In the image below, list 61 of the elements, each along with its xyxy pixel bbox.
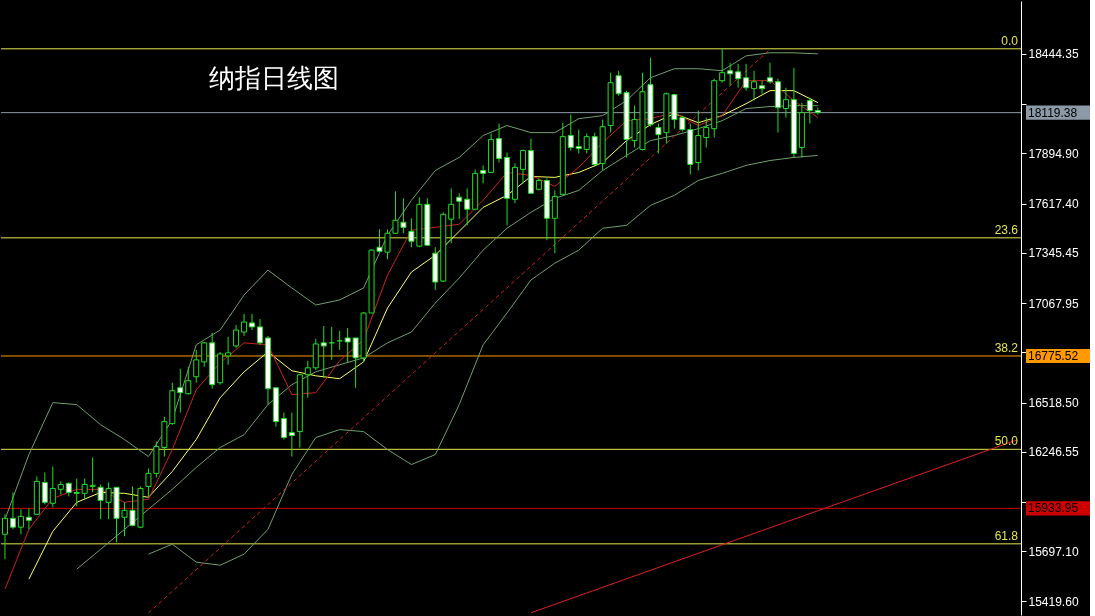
ref-line-label: 16775.52	[1028, 348, 1079, 363]
candlestick	[25, 507, 32, 530]
annotation: 61.8	[994, 528, 1019, 543]
candlestick	[719, 47, 726, 84]
candlestick	[519, 148, 526, 184]
candlestick	[448, 187, 455, 244]
candlestick	[17, 508, 24, 535]
candlestick	[575, 129, 582, 154]
y-tick-label: 15697.10	[1028, 544, 1079, 559]
y-tick-label: 17067.95	[1028, 296, 1079, 311]
candlestick	[312, 338, 319, 371]
candlestick	[759, 80, 766, 95]
candlestick	[193, 349, 200, 384]
annotation: 23.6	[994, 222, 1019, 237]
y-tick-label: 17345.45	[1028, 246, 1079, 261]
candlestick	[233, 324, 240, 349]
annotation: 50.0	[994, 434, 1019, 449]
y-tick-label: 16246.55	[1028, 445, 1079, 460]
candlestick	[703, 117, 710, 148]
candlestick	[249, 313, 256, 331]
candlestick	[806, 97, 813, 125]
candlestick	[280, 412, 287, 441]
text: 纳指日线图	[209, 63, 339, 93]
candlestick	[464, 187, 471, 226]
candlestick	[49, 466, 56, 508]
candlestick	[328, 326, 335, 361]
candlestick	[9, 491, 16, 530]
candlestick	[456, 192, 463, 220]
line-series	[147, 154, 819, 566]
candlestick	[480, 164, 487, 184]
candlestick	[751, 70, 758, 102]
y-tick-label: 17617.40	[1028, 197, 1079, 212]
candlestick	[496, 123, 503, 164]
ref-line-label: 18119.38	[1028, 105, 1078, 120]
candlestick	[241, 313, 248, 337]
candlestick	[201, 341, 208, 368]
y-tick-label: 16518.50	[1028, 396, 1079, 411]
y-tick-label: 18444.35	[1028, 47, 1079, 62]
ref-line-label: 15933.95	[1028, 501, 1079, 516]
candlestick	[782, 87, 789, 119]
candlestick	[288, 412, 295, 458]
candlestick	[727, 62, 734, 87]
candlestick	[743, 63, 750, 92]
candlestick	[551, 189, 558, 254]
candlestick	[336, 330, 343, 351]
candlestick	[185, 366, 192, 396]
annotation: 38.2	[994, 340, 1019, 355]
candlestick	[583, 133, 590, 154]
candlestick	[735, 63, 742, 89]
y-tick-label: 17894.90	[1028, 146, 1079, 161]
candlestick	[320, 325, 327, 379]
candlestick	[304, 360, 311, 399]
candlestick	[225, 336, 232, 366]
candlestick	[41, 472, 48, 505]
candlestick	[256, 318, 263, 346]
candlestick	[766, 62, 773, 85]
y-tick-label: 15419.60	[1028, 594, 1079, 609]
candlestick	[177, 368, 184, 414]
annotation: 0.0	[1001, 33, 1019, 48]
candlestick	[73, 477, 80, 507]
candlestick	[567, 114, 574, 152]
